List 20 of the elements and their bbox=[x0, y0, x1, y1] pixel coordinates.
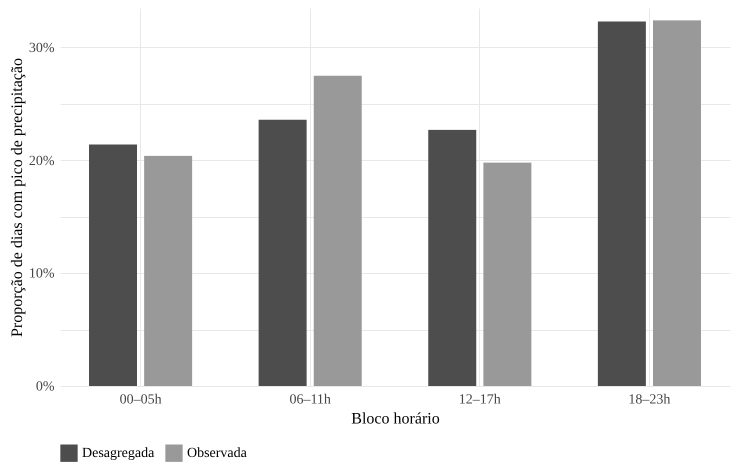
x-tick-label: 12–17h bbox=[458, 392, 501, 408]
bar bbox=[144, 156, 192, 386]
bar bbox=[652, 20, 701, 386]
bar bbox=[258, 120, 307, 386]
legend-label: Desagregada bbox=[82, 446, 156, 462]
x-axis-title: Bloco horário bbox=[351, 410, 440, 428]
y-tick-label: 0% bbox=[36, 380, 55, 394]
bar bbox=[428, 130, 476, 386]
y-tick-label: 20% bbox=[28, 154, 55, 169]
x-tick-label: 18–23h bbox=[628, 392, 670, 408]
bar bbox=[483, 162, 532, 386]
x-tick-label: 00–05h bbox=[120, 392, 162, 408]
bar bbox=[598, 22, 646, 386]
y-tick-label: 10% bbox=[28, 266, 55, 282]
bar bbox=[314, 76, 362, 386]
legend-label: Observada bbox=[187, 446, 248, 462]
x-tick-label: 06–11h bbox=[289, 392, 331, 408]
y-axis-title: Proporção de dias com pico de precipitação bbox=[8, 58, 26, 337]
bar bbox=[89, 144, 138, 386]
y-tick-label: 30% bbox=[28, 40, 55, 56]
